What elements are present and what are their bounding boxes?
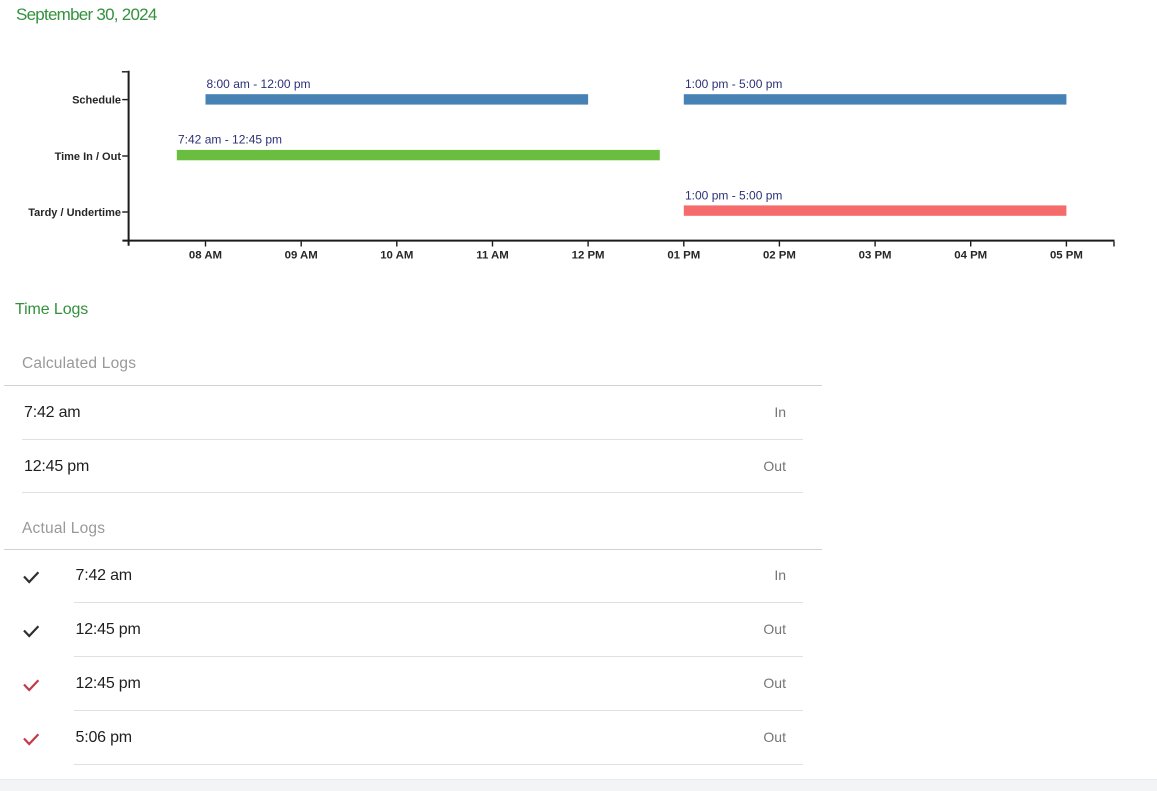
svg-text:04 PM: 04 PM: [954, 249, 987, 261]
svg-text:03 PM: 03 PM: [859, 249, 892, 261]
svg-text:11 AM: 11 AM: [476, 249, 509, 261]
svg-text:12 PM: 12 PM: [572, 249, 605, 261]
svg-text:7:42 am - 12:45 pm: 7:42 am - 12:45 pm: [178, 133, 282, 147]
svg-text:05 PM: 05 PM: [1050, 249, 1083, 261]
svg-text:1:00 pm - 5:00 pm: 1:00 pm - 5:00 pm: [685, 188, 782, 202]
svg-text:1:00 pm - 5:00 pm: 1:00 pm - 5:00 pm: [685, 77, 782, 91]
svg-text:08 AM: 08 AM: [189, 249, 222, 261]
svg-text:Schedule: Schedule: [72, 95, 121, 107]
svg-text:Tardy / Undertime: Tardy / Undertime: [28, 207, 121, 219]
svg-text:Time In / Out: Time In / Out: [55, 151, 122, 163]
svg-text:10 AM: 10 AM: [380, 249, 413, 261]
svg-text:02 PM: 02 PM: [763, 249, 796, 261]
svg-text:8:00 am - 12:00 pm: 8:00 am - 12:00 pm: [207, 77, 311, 91]
svg-text:01 PM: 01 PM: [667, 249, 700, 261]
svg-text:09 AM: 09 AM: [285, 249, 318, 261]
